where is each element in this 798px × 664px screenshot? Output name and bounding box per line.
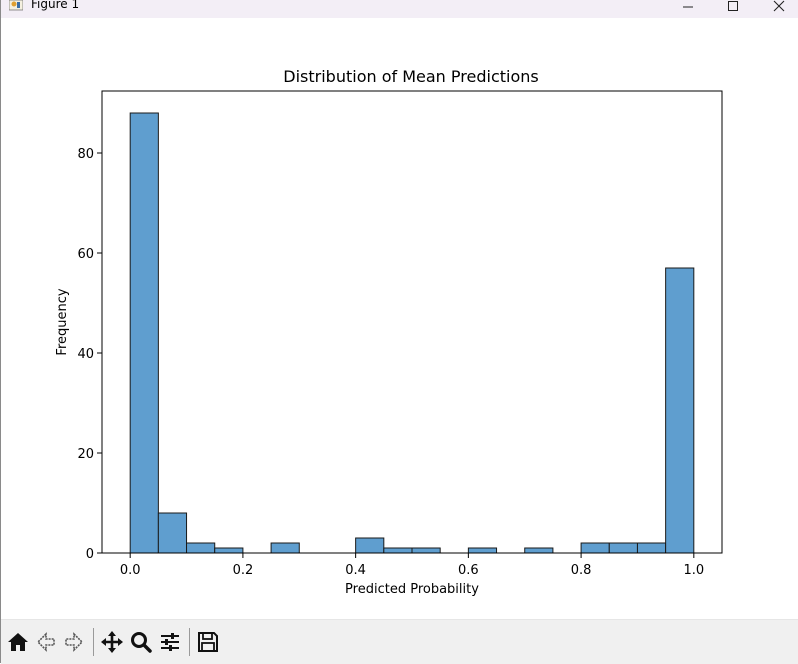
figure-canvas[interactable]: Distribution of Mean Predictions 0.0 0.2 0… <box>1 18 798 619</box>
x-tick-label: 0.0 <box>120 563 141 578</box>
bars-group <box>129 112 695 554</box>
histogram-bar <box>355 537 385 554</box>
matplotlib-figure-icon <box>9 0 23 11</box>
histogram-bar <box>383 547 413 554</box>
forward-button[interactable] <box>61 629 87 655</box>
y-tick-label: 60 <box>77 247 94 262</box>
toolbar-separator <box>189 628 190 656</box>
histogram-bar <box>580 542 610 554</box>
histogram-bar <box>665 267 695 554</box>
histogram-bar <box>411 547 441 554</box>
navigation-toolbar <box>1 619 798 664</box>
zoom-button[interactable] <box>128 629 154 655</box>
window-title: Figure 1 <box>31 0 80 11</box>
y-axis-label: Frequency <box>55 288 70 355</box>
histogram-bar <box>157 512 188 554</box>
forward-arrow-icon <box>65 632 84 652</box>
close-button[interactable] <box>756 0 798 16</box>
histogram-bar <box>467 547 498 554</box>
histogram-bar <box>270 542 300 554</box>
pan-move-icon <box>101 631 123 653</box>
zoom-magnifier-icon <box>131 632 152 653</box>
histogram-bar <box>186 542 216 554</box>
home-button[interactable] <box>5 629 31 655</box>
histogram-chart: Distribution of Mean Predictions 0.0 0.2 0… <box>55 67 723 597</box>
save-button[interactable] <box>195 629 221 655</box>
y-tick-label: 0 <box>86 547 94 562</box>
y-tick-label: 20 <box>77 447 94 462</box>
maximize-icon <box>728 1 738 11</box>
minimize-button[interactable] <box>665 0 711 16</box>
back-arrow-icon <box>36 632 55 652</box>
configure-subplots-button[interactable] <box>157 629 183 655</box>
plot-area-frame <box>101 90 723 554</box>
histogram-bar <box>608 542 638 554</box>
configure-subplots-icon <box>161 633 179 651</box>
x-tick-label: 0.2 <box>233 563 254 578</box>
home-icon <box>8 633 28 651</box>
y-axis-ticks: 0 20 40 60 80 <box>77 147 102 562</box>
x-tick-label: 0.6 <box>458 563 479 578</box>
histogram-bar <box>636 542 667 554</box>
x-axis-ticks: 0.0 0.2 0.4 0.6 0.8 1.0 <box>120 553 704 578</box>
pan-button[interactable] <box>99 629 125 655</box>
x-axis-label: Predicted Probability <box>345 582 479 597</box>
minimize-icon <box>683 6 693 8</box>
toolbar-separator <box>93 628 94 656</box>
y-tick-label: 40 <box>77 347 94 362</box>
chart-title: Distribution of Mean Predictions <box>283 67 538 86</box>
histogram-bar <box>214 547 244 554</box>
maximize-button[interactable] <box>710 0 756 16</box>
histogram-bar <box>129 112 159 554</box>
back-button[interactable] <box>33 629 59 655</box>
title-bar[interactable]: Figure 1 <box>1 0 798 18</box>
histogram-bar <box>524 547 554 554</box>
x-tick-label: 0.4 <box>345 563 366 578</box>
y-tick-label: 80 <box>77 147 94 162</box>
close-icon <box>773 0 785 12</box>
x-tick-label: 1.0 <box>683 563 704 578</box>
x-tick-label: 0.8 <box>571 563 592 578</box>
save-floppy-icon <box>198 632 218 652</box>
